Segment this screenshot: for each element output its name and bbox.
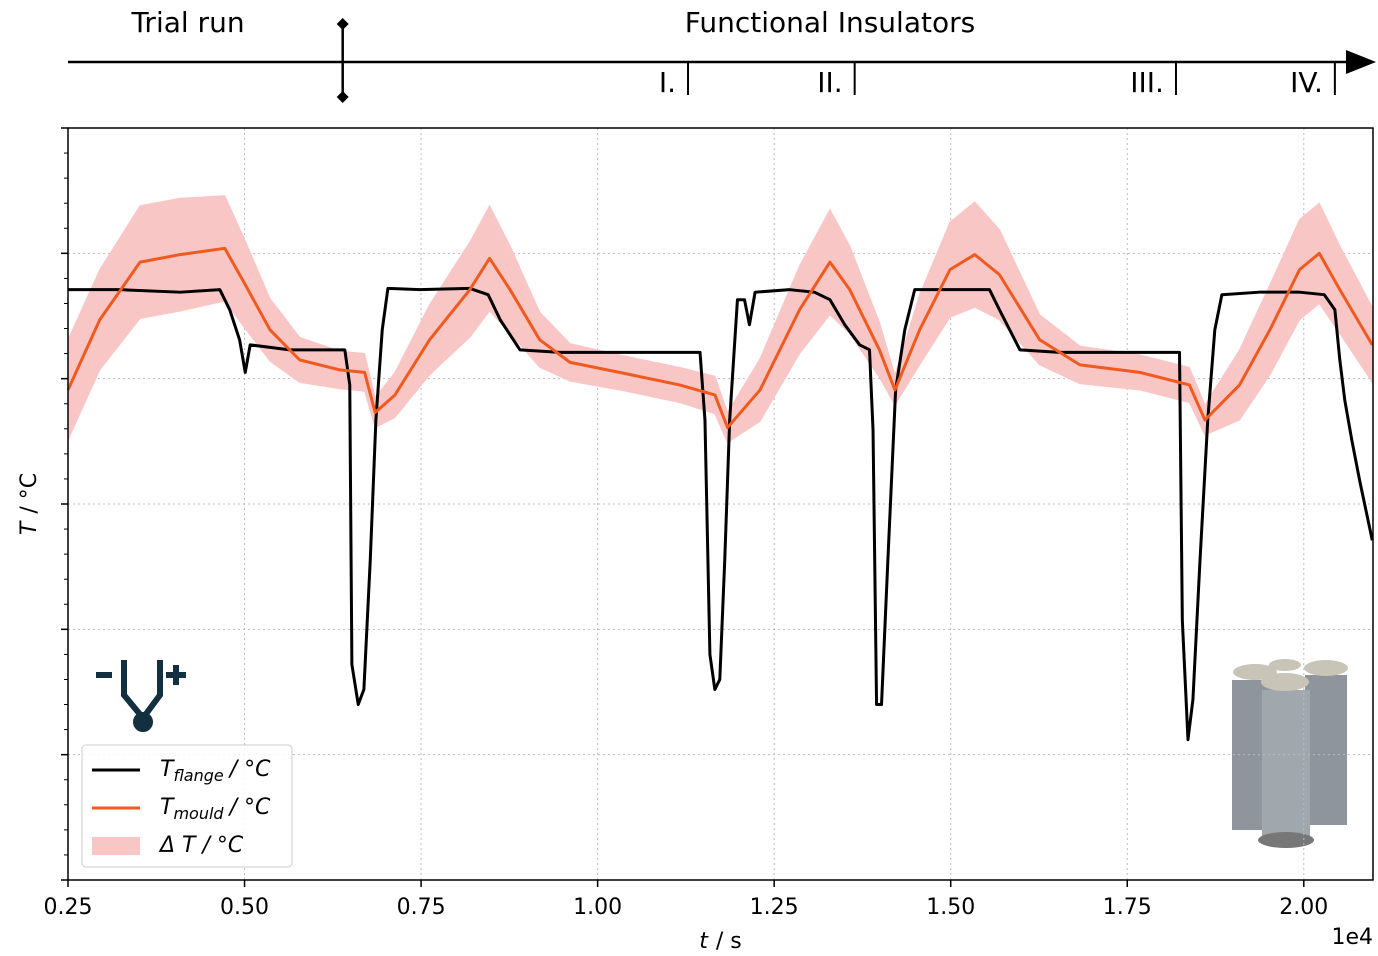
legend-symbol: T	[160, 757, 175, 782]
timeline-right-label: Functional Insulators	[685, 6, 975, 39]
x-tick-label: 1.00	[573, 895, 622, 920]
x-tick-label: 1.50	[926, 895, 975, 920]
series-line	[68, 286, 1374, 742]
x-label-symbol: t	[699, 929, 709, 954]
legend-box	[81, 744, 293, 868]
legend-label: Tflange / °C	[160, 757, 271, 785]
y-label-symbol: T	[17, 520, 42, 535]
thermocouple-icon	[96, 660, 186, 732]
legend-label: Δ T / °C	[158, 833, 244, 858]
trial-end-diamond	[336, 91, 349, 103]
legend-unit: / °C	[228, 795, 271, 820]
legend-unit: / °C	[228, 757, 271, 782]
y-axis-label: T / °C	[17, 473, 42, 535]
plot-frame	[67, 127, 1374, 881]
x-tick-label: 0.75	[397, 895, 446, 920]
x-tick-label: 1.25	[750, 895, 799, 920]
legend-swatch	[92, 837, 140, 855]
phase-label: III.	[1130, 66, 1164, 99]
phase-label: II.	[817, 66, 842, 99]
x-tick-label: 0.50	[220, 895, 269, 920]
x-tick-label: 1.75	[1103, 895, 1152, 920]
y-label-unit: / °C	[17, 473, 42, 514]
timeline-left-label: Trial run	[130, 6, 244, 39]
phase-label: IV.	[1290, 66, 1323, 99]
legend-label: Tmould / °C	[160, 795, 271, 823]
trial-end-diamond	[336, 18, 349, 30]
legend-subscript: flange	[173, 766, 223, 785]
x-axis-label: t / s	[699, 929, 742, 954]
phase-label: I.	[659, 66, 676, 99]
x-tick-label: 2.00	[1279, 895, 1328, 920]
series-line	[66, 246, 1374, 430]
legend-subscript: mould	[173, 804, 224, 823]
insulator-photo	[1232, 659, 1348, 848]
x-tick-label: 0.25	[44, 895, 93, 920]
x-offset-label: 1e4	[1331, 925, 1373, 950]
x-label-unit: / s	[716, 929, 742, 954]
timeline-arrow	[1346, 50, 1376, 74]
legend-symbol: T	[160, 795, 175, 820]
